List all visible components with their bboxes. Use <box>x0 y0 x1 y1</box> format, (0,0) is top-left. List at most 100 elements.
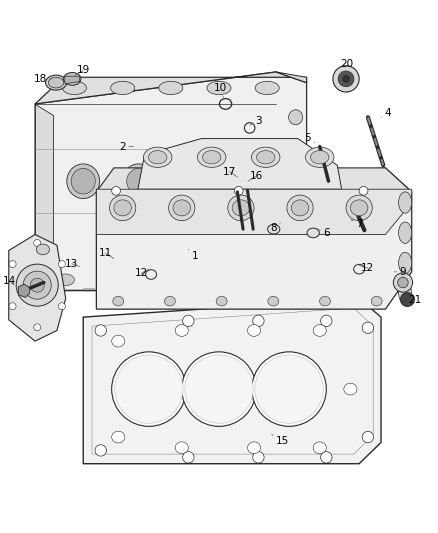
Circle shape <box>34 239 41 246</box>
Ellipse shape <box>250 274 267 286</box>
Circle shape <box>182 352 256 426</box>
Ellipse shape <box>399 282 412 304</box>
Ellipse shape <box>198 147 226 167</box>
Ellipse shape <box>178 164 211 199</box>
Circle shape <box>9 261 16 268</box>
Ellipse shape <box>305 147 334 167</box>
Circle shape <box>362 431 374 443</box>
Ellipse shape <box>313 325 326 336</box>
Ellipse shape <box>216 296 227 306</box>
Circle shape <box>321 315 332 327</box>
Ellipse shape <box>289 209 303 224</box>
Ellipse shape <box>64 72 81 85</box>
Polygon shape <box>138 139 342 189</box>
Circle shape <box>23 271 51 299</box>
Text: 6: 6 <box>315 228 330 238</box>
Text: 10: 10 <box>213 83 226 98</box>
Ellipse shape <box>182 168 206 194</box>
Ellipse shape <box>251 147 280 167</box>
Ellipse shape <box>289 259 303 274</box>
Polygon shape <box>35 72 307 104</box>
Circle shape <box>16 264 58 306</box>
Ellipse shape <box>48 77 64 88</box>
Text: 15: 15 <box>272 434 289 446</box>
Circle shape <box>343 75 350 83</box>
Ellipse shape <box>46 75 67 90</box>
Circle shape <box>30 278 44 292</box>
Ellipse shape <box>307 228 319 238</box>
Circle shape <box>362 322 374 334</box>
Circle shape <box>95 445 106 456</box>
Ellipse shape <box>399 252 412 273</box>
Ellipse shape <box>63 81 87 95</box>
Text: 9: 9 <box>394 267 406 277</box>
Ellipse shape <box>268 224 280 234</box>
Text: 18: 18 <box>34 74 52 84</box>
Text: 21: 21 <box>407 295 422 305</box>
Text: 8: 8 <box>270 223 280 233</box>
Ellipse shape <box>202 150 221 164</box>
Polygon shape <box>96 189 412 235</box>
Circle shape <box>183 315 194 327</box>
Text: 3: 3 <box>250 116 262 126</box>
Ellipse shape <box>173 200 191 216</box>
Ellipse shape <box>114 200 131 216</box>
Text: 13: 13 <box>65 259 80 269</box>
Ellipse shape <box>201 274 219 286</box>
Circle shape <box>9 303 16 310</box>
Text: 12: 12 <box>134 269 149 278</box>
Polygon shape <box>96 168 412 192</box>
Ellipse shape <box>346 195 372 221</box>
Polygon shape <box>65 76 80 84</box>
Text: 19: 19 <box>74 66 90 76</box>
Text: 2: 2 <box>119 142 134 151</box>
Ellipse shape <box>175 442 188 454</box>
Circle shape <box>400 293 414 306</box>
Circle shape <box>185 355 253 423</box>
Text: 5: 5 <box>304 133 314 143</box>
Text: 12: 12 <box>359 263 374 273</box>
Ellipse shape <box>165 296 175 306</box>
Ellipse shape <box>232 200 250 216</box>
Circle shape <box>34 324 41 331</box>
Text: 7: 7 <box>350 219 363 229</box>
Circle shape <box>359 187 368 195</box>
Ellipse shape <box>57 274 74 286</box>
Text: 20: 20 <box>340 59 353 72</box>
Ellipse shape <box>255 81 279 95</box>
Circle shape <box>252 352 326 426</box>
Circle shape <box>115 355 183 423</box>
Circle shape <box>333 66 359 92</box>
Ellipse shape <box>257 150 275 164</box>
Circle shape <box>58 303 65 310</box>
Ellipse shape <box>228 195 254 221</box>
Ellipse shape <box>313 442 326 454</box>
Ellipse shape <box>399 192 412 213</box>
Polygon shape <box>9 235 66 341</box>
Circle shape <box>253 315 264 327</box>
Polygon shape <box>96 168 412 309</box>
Ellipse shape <box>399 222 412 244</box>
Circle shape <box>234 187 243 195</box>
Polygon shape <box>18 284 30 297</box>
Ellipse shape <box>371 296 382 306</box>
Ellipse shape <box>148 150 167 164</box>
Ellipse shape <box>247 325 261 336</box>
Circle shape <box>183 451 194 463</box>
Polygon shape <box>276 72 307 83</box>
Ellipse shape <box>291 200 309 216</box>
Ellipse shape <box>159 81 183 95</box>
Text: 4: 4 <box>381 108 391 118</box>
Circle shape <box>338 71 354 87</box>
Ellipse shape <box>110 195 136 221</box>
Circle shape <box>58 261 65 268</box>
Ellipse shape <box>233 164 266 199</box>
Ellipse shape <box>289 110 303 125</box>
Text: 16: 16 <box>248 171 263 181</box>
Text: 1: 1 <box>188 249 198 261</box>
Circle shape <box>112 352 186 426</box>
Ellipse shape <box>105 274 123 286</box>
Ellipse shape <box>350 200 368 216</box>
Ellipse shape <box>175 325 188 336</box>
Ellipse shape <box>268 296 279 306</box>
